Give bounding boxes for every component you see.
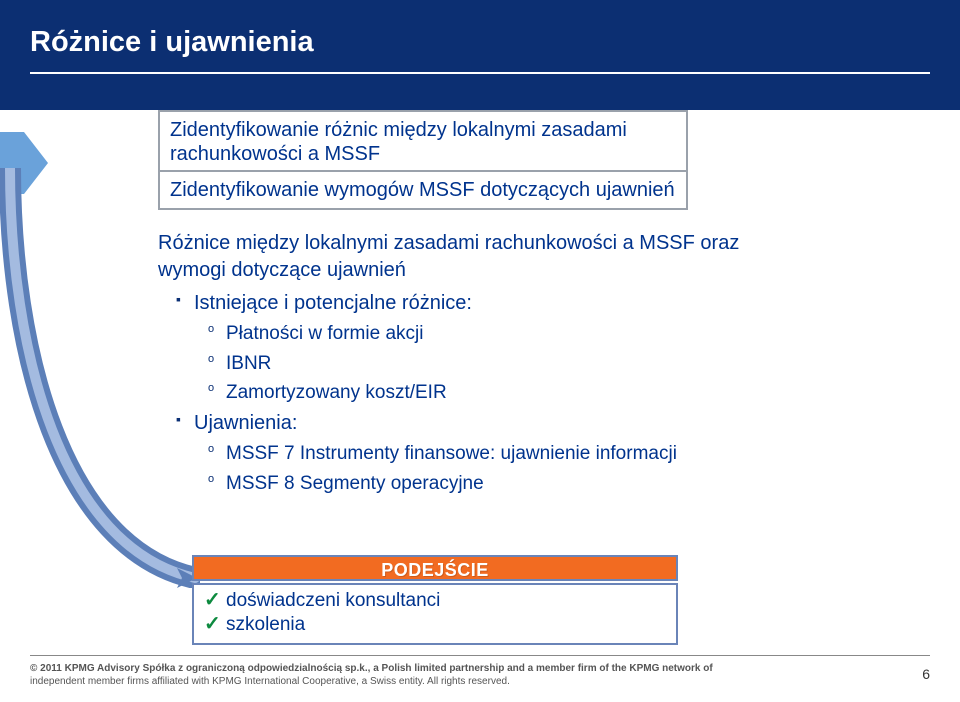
section-1-items: Płatności w formie akcji IBNR Zamortyzow…	[208, 321, 778, 406]
content-lead: Różnice między lokalnymi zasadami rachun…	[158, 230, 778, 284]
approach-label: PODEJŚCIE	[381, 560, 489, 580]
content-block: Różnice między lokalnymi zasadami rachun…	[158, 230, 778, 500]
slide: Różnice i ujawnienia Zidentyfikowanie ró…	[0, 0, 960, 702]
slide-title: Różnice i ujawnienia	[30, 26, 314, 59]
callout-box-2: Zidentyfikowanie wymogów MSSF dotyczącyc…	[158, 170, 688, 210]
section-2-title: Ujawnienia:	[176, 410, 778, 437]
title-underline	[30, 72, 930, 74]
title-bar: Różnice i ujawnienia	[0, 0, 960, 110]
callout-box-1: Zidentyfikowanie różnic między lokalnymi…	[158, 110, 688, 174]
section-1: Istniejące i potencjalne różnice: Płatno…	[176, 290, 778, 496]
footer-rule	[30, 655, 930, 656]
list-item: MSSF 8 Segmenty operacyjne	[208, 471, 778, 497]
list-item: Płatności w formie akcji	[208, 321, 778, 347]
arrow-icon	[0, 132, 50, 194]
list-item: Zamortyzowany koszt/EIR	[208, 380, 778, 406]
check-item: doświadczeni konsultanci	[204, 589, 666, 613]
page-number: 6	[922, 666, 930, 682]
list-item: MSSF 7 Instrumenty finansowe: ujawnienie…	[208, 441, 778, 467]
check-item: szkolenia	[204, 613, 666, 637]
footer-line-1: © 2011 KPMG Advisory Spółka z ograniczon…	[30, 663, 713, 674]
footer-copyright: © 2011 KPMG Advisory Spółka z ograniczon…	[30, 663, 850, 688]
footer-line-2: independent member firms affiliated with…	[30, 676, 510, 687]
list-item: IBNR	[208, 351, 778, 377]
section-1-title: Istniejące i potencjalne różnice:	[176, 290, 778, 317]
approach-items-box: doświadczeni konsultanci szkolenia	[192, 583, 678, 645]
section-2-items: MSSF 7 Instrumenty finansowe: ujawnienie…	[208, 441, 778, 496]
approach-bar: PODEJŚCIE	[192, 555, 678, 581]
